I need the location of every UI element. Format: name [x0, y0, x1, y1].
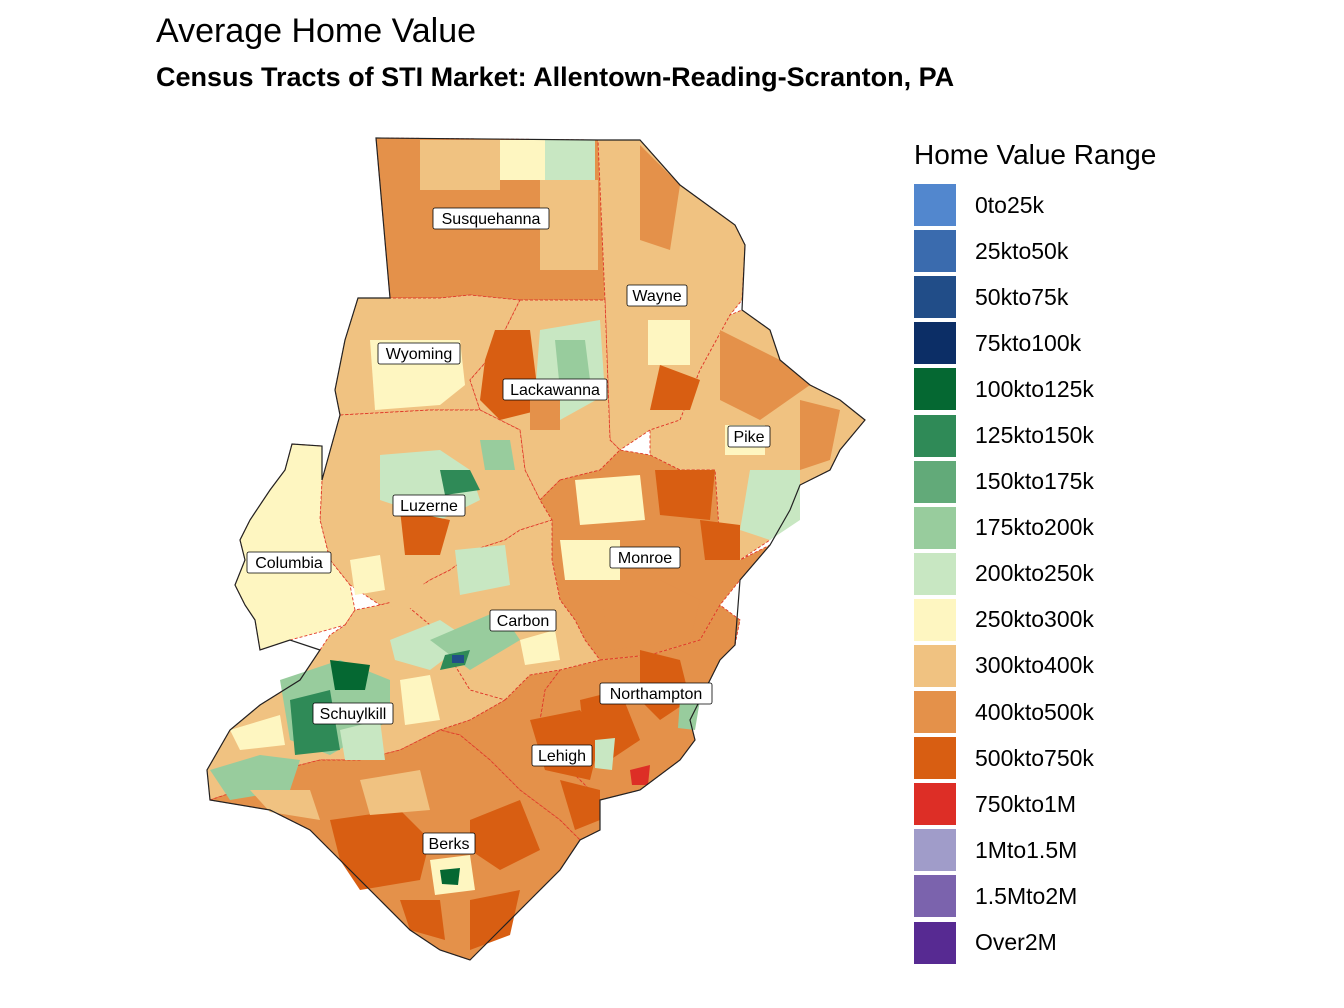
- legend-label: 150kto175k: [975, 468, 1094, 495]
- legend-item: 200kto250k: [914, 551, 1314, 597]
- legend-swatch: [914, 184, 956, 227]
- county-lehigh: [438, 669, 601, 841]
- county-label-susquehanna: Susquehanna: [432, 207, 550, 230]
- legend-swatch: [914, 368, 956, 411]
- legend-item: 50kto75k: [914, 274, 1314, 320]
- county-label-columbia: Columbia: [246, 551, 332, 574]
- svg-text:Columbia: Columbia: [255, 555, 323, 572]
- legend-item: Over2M: [914, 920, 1314, 966]
- svg-text:Northampton: Northampton: [610, 686, 703, 703]
- svg-text:Lehigh: Lehigh: [538, 748, 586, 765]
- legend-item: 125kto150k: [914, 412, 1314, 458]
- legend-swatch: [914, 460, 956, 503]
- county-label-northampton: Northampton: [599, 682, 713, 705]
- svg-text:Lackawanna: Lackawanna: [510, 382, 600, 399]
- legend-label: 750kto1M: [975, 790, 1077, 817]
- legend-swatch: [914, 276, 956, 319]
- svg-text:Wayne: Wayne: [632, 288, 681, 305]
- legend-swatch: [914, 921, 956, 964]
- svg-text:Pike: Pike: [733, 429, 764, 446]
- legend-swatch: [914, 644, 956, 687]
- map-title: Average Home Value: [156, 12, 477, 50]
- legend-label: 0to25k: [975, 191, 1045, 218]
- legend-label: 1.5Mto2M: [975, 882, 1078, 909]
- legend-item: 1.5Mto2M: [914, 873, 1314, 919]
- legend-label: 200kto250k: [975, 560, 1094, 587]
- legend-item: 1Mto1.5M: [914, 827, 1314, 873]
- svg-text:Berks: Berks: [429, 836, 470, 853]
- legend-item: 250kto300k: [914, 597, 1314, 643]
- legend-label: 250kto300k: [975, 606, 1094, 633]
- svg-text:Monroe: Monroe: [618, 550, 672, 567]
- legend-label: 100kto125k: [975, 375, 1094, 402]
- legend-item: 25kto50k: [914, 228, 1314, 274]
- svg-text:Schuylkill: Schuylkill: [320, 706, 387, 723]
- legend-item: 0to25k: [914, 182, 1314, 228]
- svg-text:Luzerne: Luzerne: [400, 498, 458, 515]
- legend-swatch: [914, 322, 956, 365]
- legend-item: 100kto125k: [914, 366, 1314, 412]
- legend-title: Home Value Range: [914, 139, 1157, 170]
- legend-swatch: [914, 552, 956, 595]
- legend-label: 500kto750k: [975, 744, 1094, 771]
- county-label-lehigh: Lehigh: [531, 744, 593, 767]
- svg-text:Susquehanna: Susquehanna: [442, 211, 541, 228]
- legend-swatch: [914, 875, 956, 918]
- county-label-carbon: Carbon: [489, 609, 557, 632]
- choropleth-map: Susquehanna Wayne Wyoming Lackawanna Pik…: [206, 137, 866, 961]
- legend-label: 400kto500k: [975, 698, 1094, 725]
- county-label-schuylkill: Schuylkill: [312, 702, 394, 725]
- county-label-berks: Berks: [422, 832, 476, 855]
- map-subtitle: Census Tracts of STI Market: Allentown-R…: [156, 62, 955, 92]
- legend-item: 750kto1M: [914, 781, 1314, 827]
- legend-label: 50kto75k: [975, 283, 1069, 310]
- county-label-wyoming: Wyoming: [377, 342, 461, 365]
- legend-item: 150kto175k: [914, 459, 1314, 505]
- legend-item: 75kto100k: [914, 320, 1314, 366]
- legend-items: 0to25k 25kto50k 50kto75k 75kto100k 100kto125…: [914, 182, 1314, 966]
- legend-label: 125kto150k: [975, 422, 1094, 449]
- market-boundary: [206, 137, 866, 961]
- legend-swatch: [914, 506, 956, 549]
- legend-label: Over2M: [975, 929, 1057, 956]
- legend-swatch: [914, 230, 956, 273]
- county-label-luzerne: Luzerne: [392, 494, 466, 517]
- legend-swatch: [914, 691, 956, 734]
- legend-label: 175kto200k: [975, 514, 1094, 541]
- county-label-pike: Pike: [727, 425, 771, 448]
- legend-label: 75kto100k: [975, 329, 1082, 356]
- svg-text:Carbon: Carbon: [497, 613, 549, 630]
- legend-item: 300kto400k: [914, 643, 1314, 689]
- legend-swatch: [914, 737, 956, 780]
- legend: Home Value Range 0to25k 25kto50k 50kto75k 7…: [914, 136, 1314, 966]
- legend-item: 400kto500k: [914, 689, 1314, 735]
- legend-label: 300kto400k: [975, 652, 1094, 679]
- legend-swatch: [914, 414, 956, 457]
- county-label-wayne: Wayne: [626, 284, 688, 307]
- legend-label: 1Mto1.5M: [975, 836, 1078, 863]
- legend-item: 500kto750k: [914, 735, 1314, 781]
- svg-text:Wyoming: Wyoming: [386, 346, 453, 363]
- legend-swatch: [914, 783, 956, 826]
- county-label-monroe: Monroe: [609, 546, 681, 569]
- legend-swatch: [914, 829, 956, 872]
- legend-label: 25kto50k: [975, 237, 1069, 264]
- legend-swatch: [914, 598, 956, 641]
- county-label-lackawanna: Lackawanna: [502, 378, 608, 401]
- legend-item: 175kto200k: [914, 505, 1314, 551]
